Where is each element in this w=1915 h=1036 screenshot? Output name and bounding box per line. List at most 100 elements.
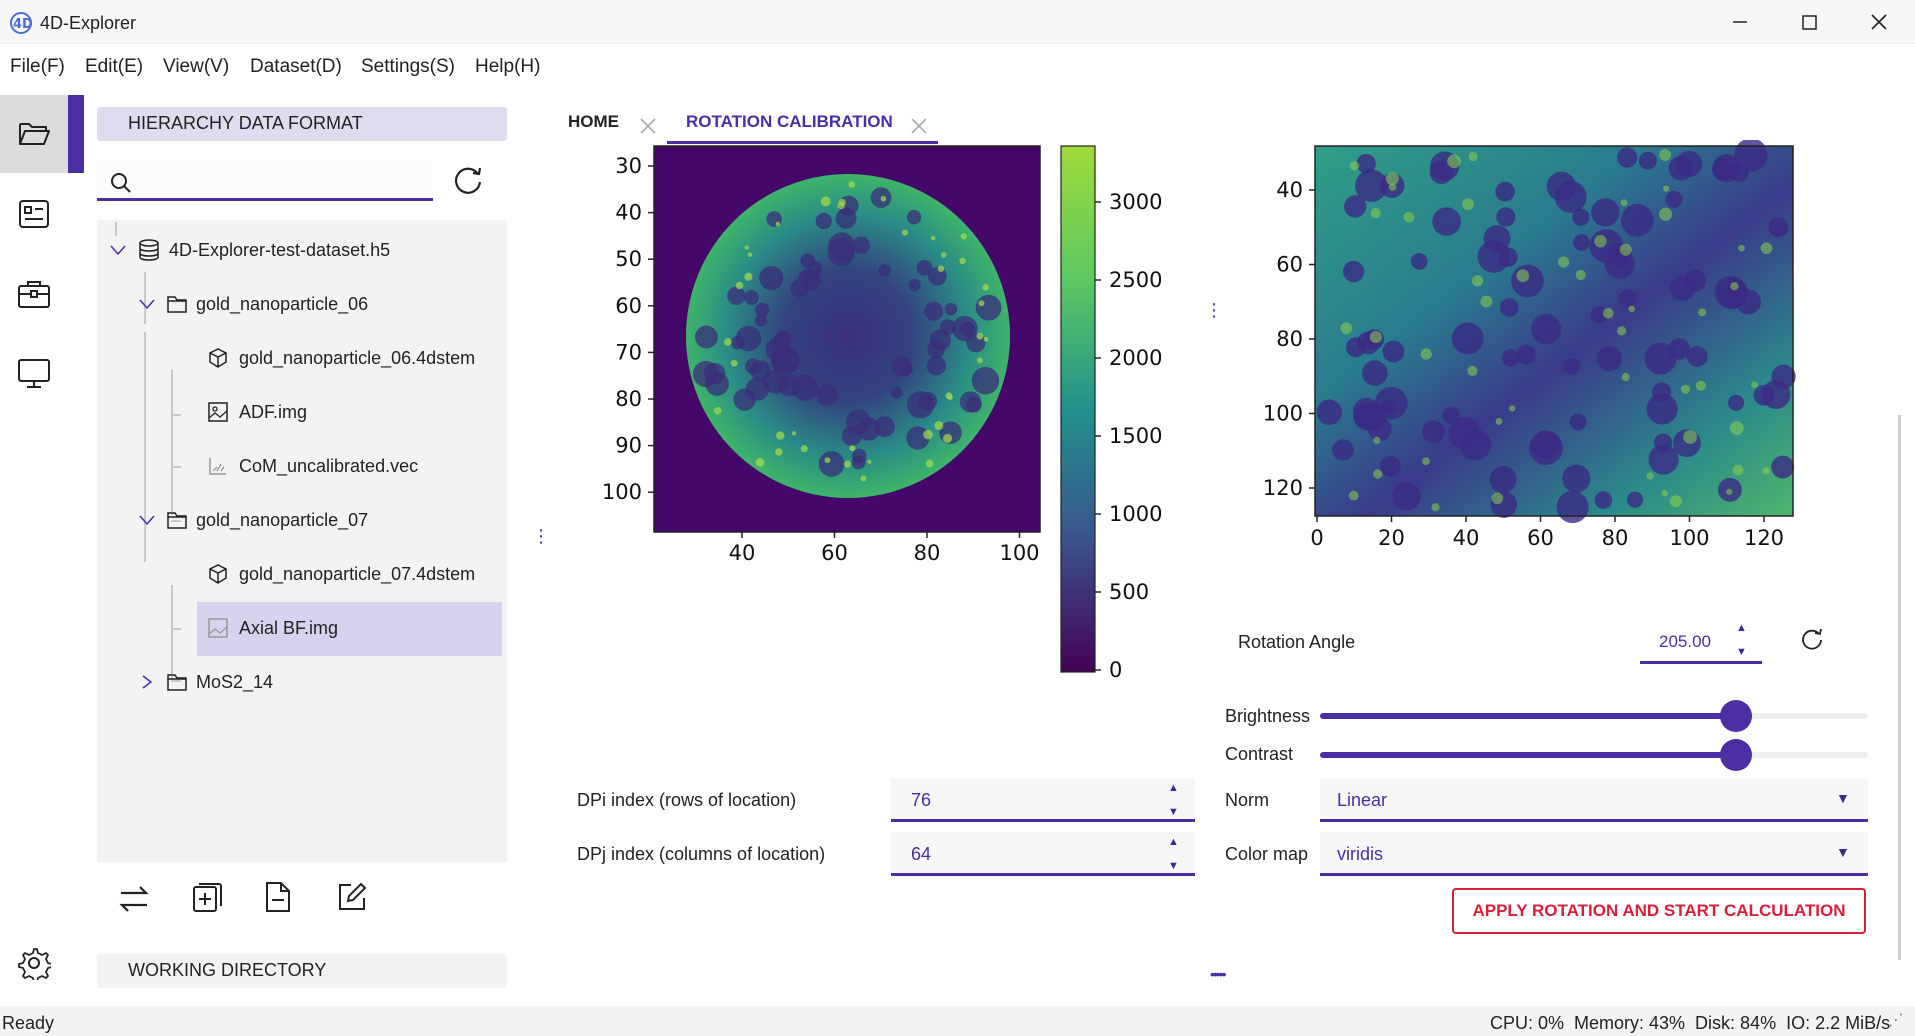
menu-edit[interactable]: Edit(E) <box>85 56 144 77</box>
activity-explorer-button[interactable] <box>0 95 68 173</box>
tree-item-dataset[interactable]: gold_nanoparticle_06.4dstem <box>207 332 475 384</box>
bright-speck <box>1732 464 1744 476</box>
bright-speck <box>1348 490 1359 501</box>
apply-rotation-button[interactable]: APPLY ROTATION AND START CALCULATION <box>1452 888 1866 934</box>
particle-blob <box>754 302 770 318</box>
particle-blob <box>851 455 866 470</box>
bright-speck <box>1370 207 1381 219</box>
close-window-icon[interactable] <box>1868 12 1890 32</box>
vertical-splitter-handle[interactable]: ⋮ <box>532 526 550 546</box>
spin-down-icon[interactable]: ▼ <box>1736 646 1747 658</box>
particle-blob <box>1728 394 1745 411</box>
refresh-icon[interactable] <box>451 164 485 198</box>
spin-up-icon[interactable]: ▲ <box>1168 836 1179 848</box>
brightness-slider[interactable] <box>1320 700 1868 732</box>
tree-item-group[interactable]: gold_nanoparticle_06 <box>138 278 368 330</box>
spin-up-icon[interactable]: ▲ <box>1736 622 1747 634</box>
remove-file-icon[interactable] <box>263 880 293 914</box>
cmap-select[interactable]: viridis ▼ <box>1320 832 1868 876</box>
chevron-down-icon <box>139 299 155 310</box>
tab-home[interactable]: HOME <box>568 112 619 131</box>
tree-item-vector[interactable]: CoM_uncalibrated.vec <box>207 440 418 492</box>
menu-help[interactable]: Help(H) <box>475 56 541 77</box>
tree-line <box>144 272 146 324</box>
search-input[interactable] <box>97 161 433 201</box>
particle-blob <box>790 279 810 298</box>
tree-item-group[interactable]: MoS2_14 <box>138 656 273 708</box>
norm-select[interactable]: Linear ▼ <box>1320 778 1868 822</box>
bright-speck <box>735 281 744 290</box>
colorbar-tick-label: 500 <box>1109 580 1149 604</box>
bright-speck <box>843 460 852 468</box>
bright-speck <box>775 221 781 227</box>
bright-speck <box>1431 503 1440 512</box>
working-directory-title: WORKING DIRECTORY <box>97 954 507 988</box>
particle-blob <box>1714 275 1748 310</box>
particle-blob <box>1596 346 1623 372</box>
gear-icon <box>18 948 51 980</box>
bright-speck <box>925 459 934 468</box>
dpj-input[interactable]: 64 ▲ ▼ <box>891 832 1195 876</box>
tree-item-label: ADF.img <box>239 401 308 422</box>
settings-button[interactable] <box>0 924 68 1002</box>
tree-item-image[interactable]: Axial BF.img <box>207 602 338 654</box>
particle-blob <box>1530 313 1562 345</box>
bright-speck <box>1495 417 1503 425</box>
particle-blob <box>918 391 938 411</box>
activity-monitor-button[interactable] <box>0 335 68 413</box>
close-tab-icon[interactable] <box>638 116 658 136</box>
chevron-down-icon: ▼ <box>1836 790 1850 806</box>
dpi-input[interactable]: 76 ▲ ▼ <box>891 778 1195 822</box>
brightness-slider-fill <box>1320 713 1737 719</box>
particle-blob <box>772 346 800 375</box>
bright-speck <box>1730 282 1739 291</box>
bright-speck <box>934 421 944 431</box>
bright-speck <box>1340 322 1353 335</box>
bright-speck <box>1373 469 1383 479</box>
particle-blob <box>745 377 770 401</box>
contrast-slider[interactable] <box>1320 739 1868 771</box>
x-tick-label: 40 <box>729 541 756 565</box>
activity-tasks-button[interactable] <box>0 175 68 253</box>
spin-down-icon[interactable]: ▼ <box>1168 806 1179 818</box>
particle-blob <box>1362 360 1388 386</box>
maximize-icon[interactable] <box>1800 13 1820 31</box>
bright-speck <box>1619 243 1632 256</box>
bright-speck <box>1447 154 1461 169</box>
tree-item-dataset[interactable]: gold_nanoparticle_07.4dstem <box>207 548 475 600</box>
menu-file[interactable]: File(F) <box>10 56 65 77</box>
rotation-angle-input[interactable]: 205.00 ▲ ▼ <box>1640 620 1762 664</box>
menu-settings[interactable]: Settings(S) <box>361 56 455 77</box>
activity-toolbox-button[interactable] <box>0 255 68 333</box>
tree-item-image[interactable]: ADF.img <box>207 386 307 438</box>
menu-dataset[interactable]: Dataset(D) <box>250 56 342 77</box>
particle-blob <box>695 325 718 349</box>
tree-item-group[interactable]: gold_nanoparticle_07 <box>138 494 368 546</box>
particle-blob <box>1686 346 1708 367</box>
horizontal-splitter-handle[interactable]: ••••• <box>1210 966 1227 982</box>
resize-grip-icon[interactable]: ⋰ <box>1888 1012 1904 1029</box>
edit-icon[interactable] <box>335 880 369 914</box>
add-item-icon[interactable] <box>191 880 225 914</box>
scrollbar[interactable] <box>1898 415 1901 960</box>
dpj-value: 64 <box>911 844 932 864</box>
close-tab-icon[interactable] <box>909 116 929 136</box>
x-tick-label: 120 <box>1744 526 1784 550</box>
minimize-icon[interactable] <box>1730 14 1750 30</box>
tree-item-root[interactable]: 4D-Explorer-test-dataset.h5 <box>109 224 390 276</box>
vertical-splitter-handle[interactable]: ⋮ <box>1205 300 1223 320</box>
spin-down-icon[interactable]: ▼ <box>1168 860 1179 872</box>
norm-label: Norm <box>1225 790 1269 810</box>
contrast-slider-handle[interactable] <box>1720 739 1753 771</box>
bright-speck <box>1516 269 1530 283</box>
y-tick-label: 40 <box>1276 178 1303 202</box>
tree-item-label: gold_nanoparticle_06.4dstem <box>239 347 476 368</box>
swap-icon[interactable] <box>117 883 151 915</box>
brightness-slider-handle[interactable] <box>1720 700 1753 732</box>
menu-view[interactable]: View(V) <box>163 56 230 77</box>
tab-rotation-calibration[interactable]: ROTATION CALIBRATION <box>686 112 893 131</box>
x-tick-label: 20 <box>1378 526 1405 550</box>
tree-item-selected[interactable] <box>197 602 502 656</box>
reset-rotation-icon[interactable] <box>1799 627 1825 653</box>
spin-up-icon[interactable]: ▲ <box>1168 782 1179 794</box>
